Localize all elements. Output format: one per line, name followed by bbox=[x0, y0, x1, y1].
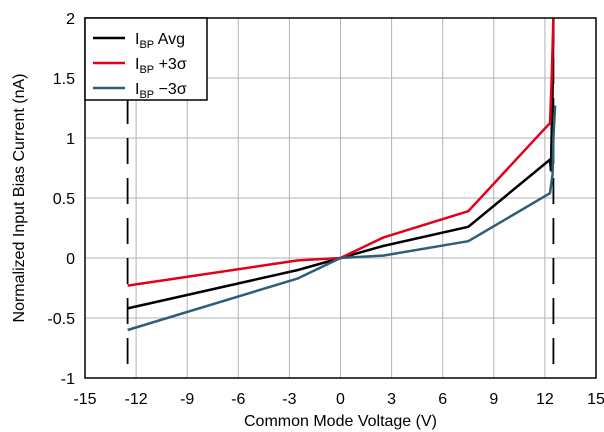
y-tick-label: 0.5 bbox=[53, 191, 75, 208]
x-tick-label: -15 bbox=[73, 391, 96, 408]
y-tick-labels: -1 -0.5 0 0.5 1 1.5 2 bbox=[47, 11, 75, 388]
y-tick-label: 0 bbox=[66, 251, 75, 268]
x-tick-label: -12 bbox=[125, 391, 148, 408]
x-tick-label: 12 bbox=[536, 391, 554, 408]
y-axis-title: Normalized Input Bias Current (nA) bbox=[11, 74, 28, 323]
x-tick-label: 6 bbox=[438, 391, 447, 408]
series-line-2 bbox=[128, 106, 555, 330]
x-tick-label: 9 bbox=[489, 391, 498, 408]
y-tick-label: 1 bbox=[66, 131, 75, 148]
x-tick-label: -3 bbox=[282, 391, 296, 408]
x-tick-label: 3 bbox=[387, 391, 396, 408]
x-tick-label: 15 bbox=[587, 391, 604, 408]
x-tick-label: -9 bbox=[180, 391, 194, 408]
y-tick-label: -1 bbox=[61, 371, 75, 388]
x-axis-title: Common Mode Voltage (V) bbox=[244, 413, 437, 430]
x-tick-label: 0 bbox=[336, 391, 345, 408]
y-tick-label: 2 bbox=[66, 11, 75, 28]
x-tick-label: -6 bbox=[231, 391, 245, 408]
y-tick-label: 1.5 bbox=[53, 71, 75, 88]
x-tick-labels: -15 -12 -9 -6 -3 0 3 6 9 12 15 bbox=[73, 391, 604, 408]
y-tick-label: -0.5 bbox=[47, 311, 75, 328]
